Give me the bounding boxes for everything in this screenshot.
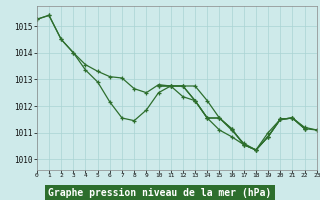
Text: Graphe pression niveau de la mer (hPa): Graphe pression niveau de la mer (hPa) xyxy=(48,188,272,198)
